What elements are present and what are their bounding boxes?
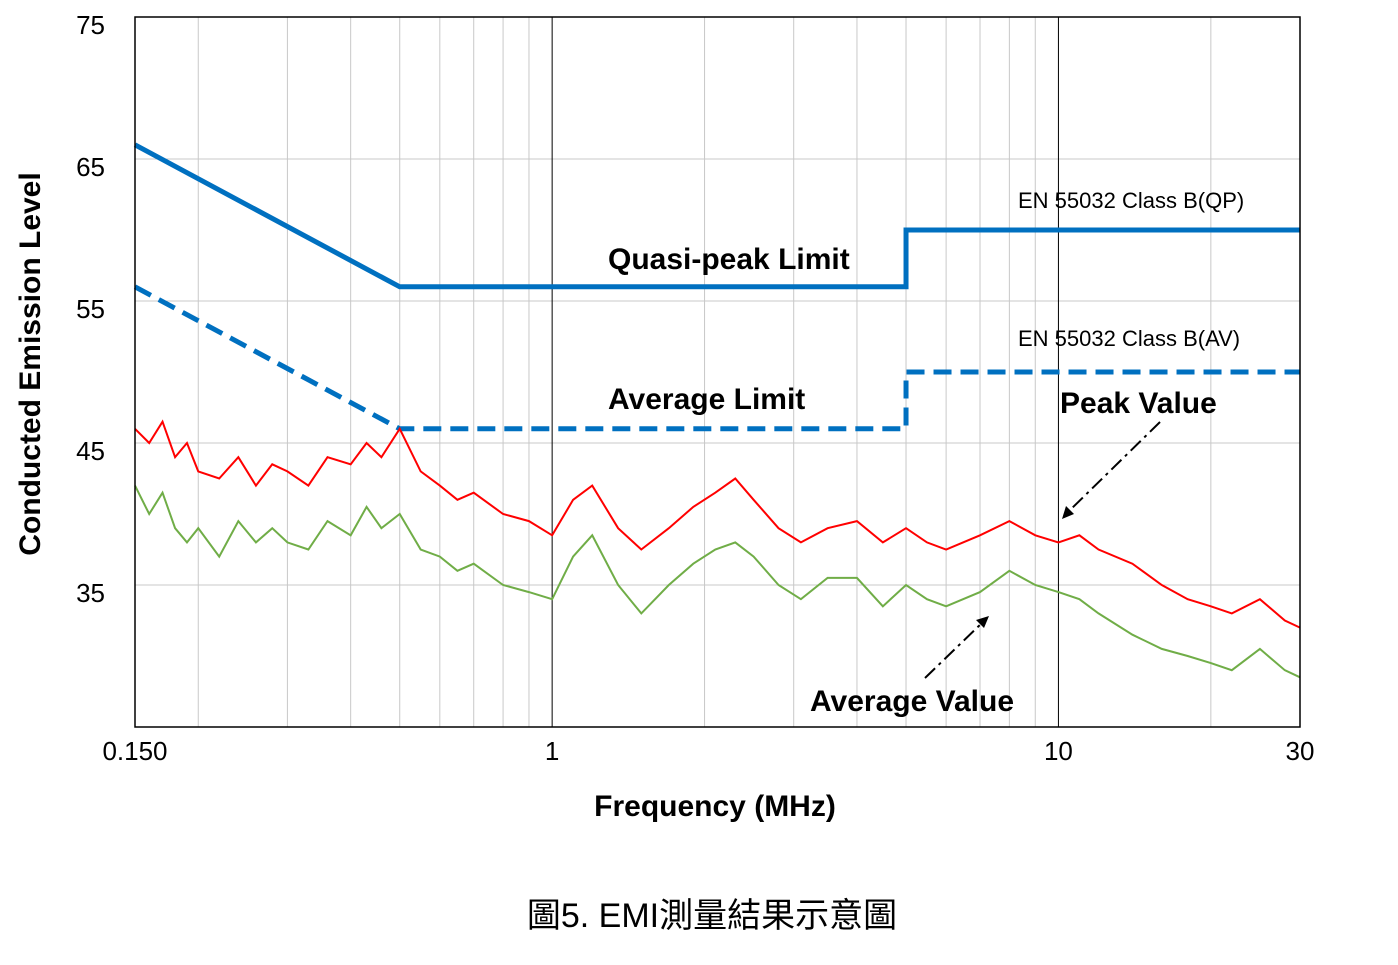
avg-arrow-head (976, 616, 989, 628)
avg-arrow (924, 619, 986, 679)
chart-title: 圖5. EMI測量結果示意圖 (527, 897, 897, 935)
plot-frame (134, 16, 1301, 728)
annotation: EN 55032 Class B(AV) (1018, 326, 1240, 351)
x-tick-label: 1 (545, 736, 559, 766)
y-axis-label: Conducted Emission Level (14, 172, 47, 555)
annotation: EN 55032 Class B(QP) (1018, 188, 1244, 213)
series-line (133, 142, 1300, 290)
series-label: Peak Value (1060, 387, 1217, 420)
y-tick-label: 75 (76, 10, 105, 40)
x-tick-label: 30 (1286, 736, 1315, 766)
x-tick-label: 10 (1044, 736, 1073, 766)
x-axis-label: Frequency (MHz) (594, 790, 836, 823)
y-tick-label: 45 (76, 436, 105, 466)
y-tick-label: 35 (76, 578, 105, 608)
series-label: Average Limit (608, 383, 805, 416)
plot-lines (133, 142, 1301, 679)
series-label: Average Value (810, 685, 1014, 718)
series-line (133, 284, 1300, 432)
y-tick-label: 65 (76, 152, 105, 182)
labels: 35 45 55 65 75 0.150 1 10 30 Quasi-peak Limit Aver… (76, 10, 1314, 766)
series-line (134, 419, 1301, 629)
y-tick-label: 55 (76, 294, 105, 324)
series-label: Quasi-peak Limit (608, 243, 850, 276)
peak-arrow-head (1062, 506, 1074, 519)
x-tick-label: 0.150 (102, 736, 167, 766)
series-line (134, 485, 1301, 679)
peak-arrow (1064, 421, 1161, 516)
